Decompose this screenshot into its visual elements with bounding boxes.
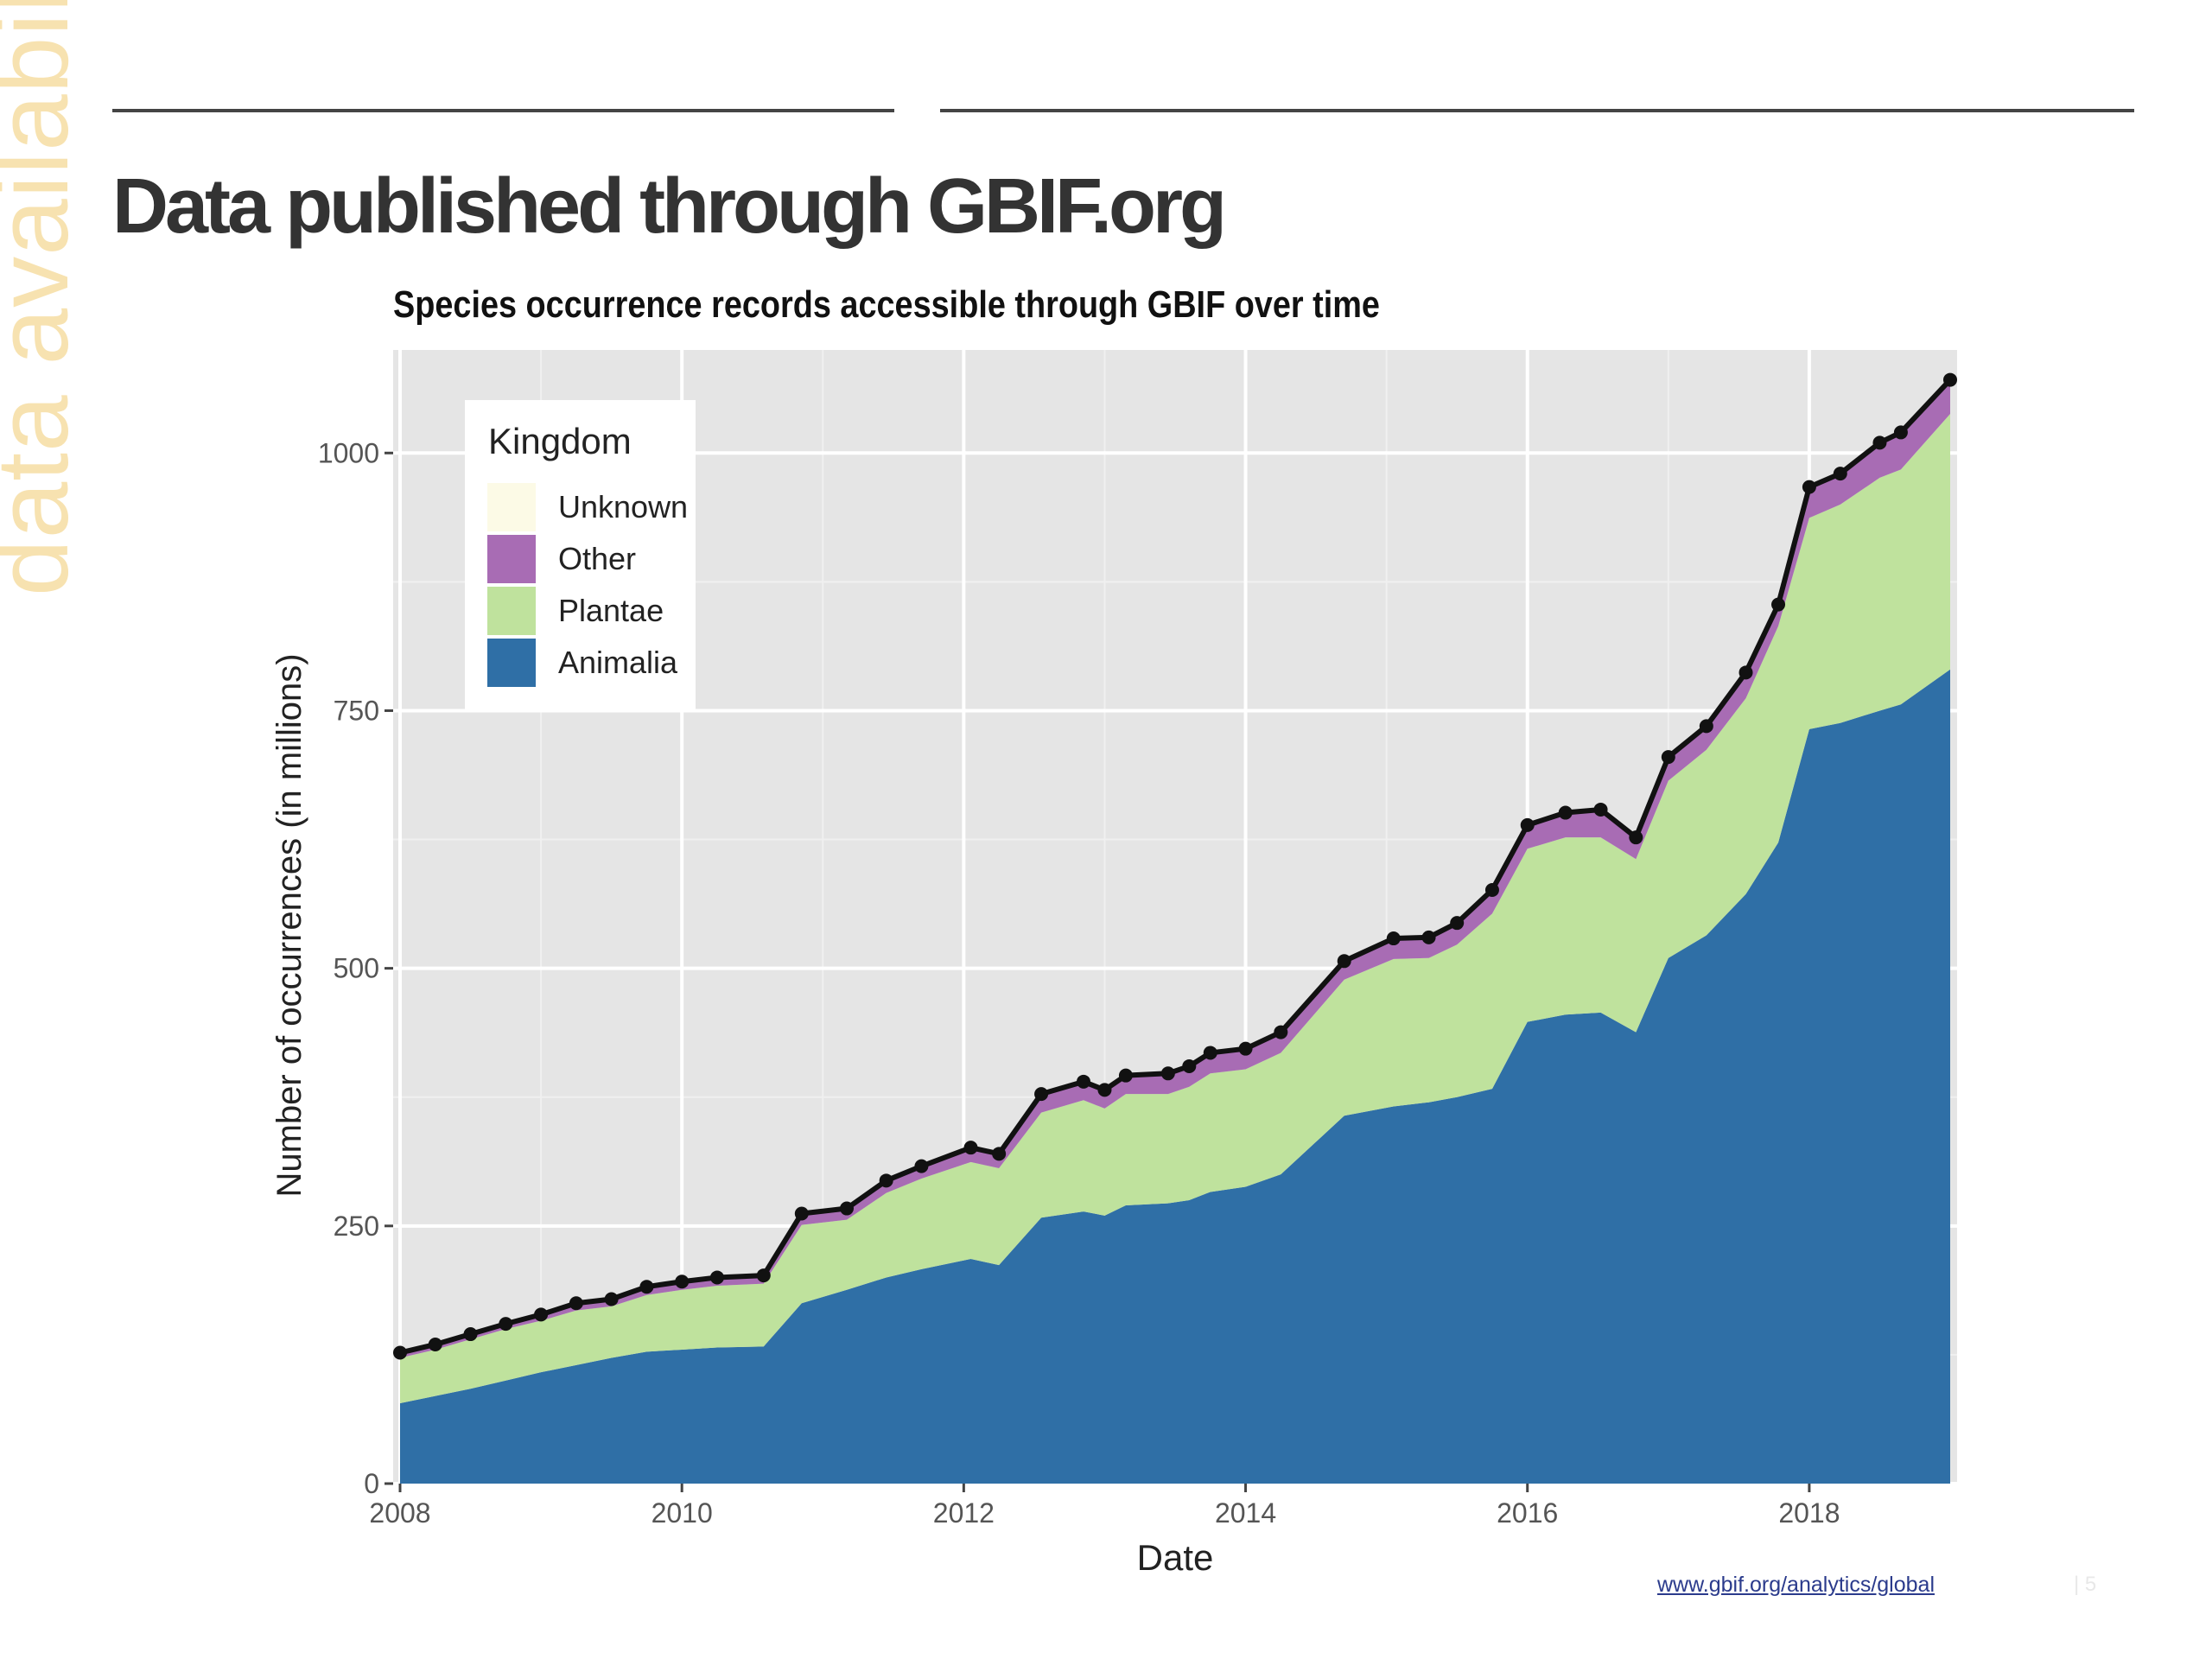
total-point (675, 1274, 690, 1289)
x-tick-label: 2016 (1497, 1497, 1558, 1529)
total-point (393, 1345, 407, 1360)
legend-label-other: Other (558, 541, 636, 576)
total-point (1893, 425, 1908, 440)
y-tick-label: 0 (364, 1468, 379, 1499)
legend-label-unknown: Unknown (558, 489, 688, 524)
total-point (914, 1159, 929, 1173)
total-point (1182, 1058, 1197, 1073)
total-point (1558, 805, 1573, 820)
total-point (1699, 719, 1713, 734)
x-tick-label: 2012 (933, 1497, 995, 1529)
total-point (992, 1147, 1007, 1161)
y-axis-title: Number of occurrences (in millions) (270, 653, 308, 1197)
x-tick-label: 2014 (1215, 1497, 1276, 1529)
total-point (1238, 1041, 1253, 1056)
total-point (534, 1307, 549, 1322)
total-point (756, 1268, 771, 1283)
x-tick-label: 2018 (1778, 1497, 1840, 1529)
legend-label-animalia: Animalia (558, 645, 678, 680)
total-point (839, 1201, 854, 1216)
legend-swatch-other (487, 535, 536, 583)
total-point (1629, 830, 1643, 845)
source-link[interactable]: www.gbif.org/analytics/global (1657, 1573, 1935, 1597)
total-point (794, 1206, 809, 1221)
total-point (499, 1317, 513, 1332)
total-point (1833, 467, 1847, 481)
total-point (604, 1292, 619, 1306)
y-tick-label: 1000 (318, 437, 379, 468)
total-point (1386, 931, 1401, 946)
total-point (1118, 1068, 1133, 1083)
total-point (463, 1327, 478, 1342)
legend-swatch-plantae (487, 587, 536, 635)
total-point (1203, 1046, 1217, 1060)
total-point (1097, 1083, 1112, 1097)
total-point (428, 1337, 442, 1351)
area-plantae (400, 413, 1950, 1403)
total-point (709, 1270, 724, 1285)
legend-label-plantae: Plantae (558, 593, 664, 628)
page-number: | 5 (2074, 1573, 2097, 1596)
total-point (1034, 1087, 1049, 1102)
total-point (639, 1280, 654, 1294)
area-animalia (400, 669, 1950, 1484)
total-point (1160, 1066, 1175, 1081)
total-point (1738, 665, 1753, 680)
total-point (1484, 882, 1499, 897)
y-tick-label: 500 (334, 953, 379, 984)
header-rule-left (112, 109, 894, 112)
total-point (1593, 802, 1608, 817)
total-point (1337, 954, 1351, 969)
total-point (569, 1296, 583, 1311)
total-point (1771, 597, 1786, 612)
legend-swatch-animalia (487, 639, 536, 687)
legend-swatch-unknown (487, 483, 536, 531)
total-point (1274, 1025, 1288, 1039)
total-point (1872, 435, 1887, 450)
y-tick-label: 750 (334, 695, 379, 726)
total-point (963, 1141, 978, 1155)
x-tick-label: 2010 (652, 1497, 713, 1529)
total-point (1450, 916, 1465, 931)
total-point (1520, 817, 1535, 832)
x-tick-label: 2008 (369, 1497, 430, 1529)
total-point (1421, 930, 1436, 944)
total-point (879, 1173, 893, 1188)
y-tick-label: 250 (334, 1211, 379, 1242)
total-point (1802, 480, 1816, 494)
header-rule-right (940, 109, 2134, 112)
x-axis-title: Date (1137, 1537, 1214, 1578)
slide-title: Data published through GBIF.org (112, 163, 1227, 250)
chart-title: Species occurrence records accessible th… (393, 283, 1380, 326)
total-point (1076, 1074, 1090, 1089)
total-point (1943, 372, 1957, 387)
legend-title: Kingdom (488, 421, 632, 461)
total-point (1661, 750, 1675, 765)
